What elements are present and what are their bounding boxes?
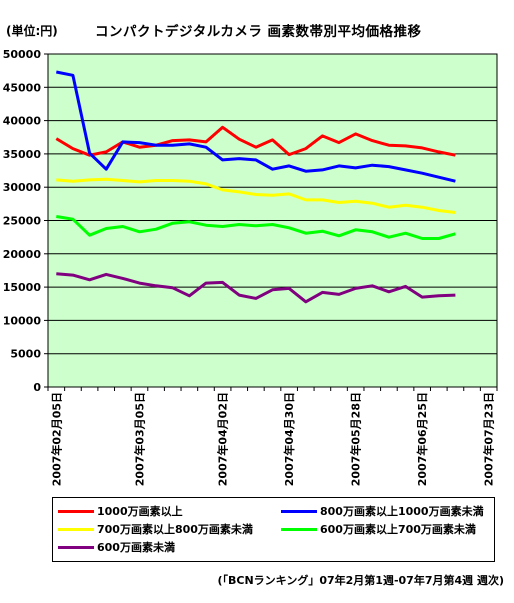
legend: 1000万画素以上 800万画素以上1000万画素未満 700万画素以上800万… bbox=[52, 497, 495, 562]
x-tick-label: 2007年07月23日 bbox=[482, 392, 496, 486]
y-tick-label: 45000 bbox=[3, 81, 42, 94]
legend-label: 600万画素未満 bbox=[97, 541, 175, 554]
legend-label: 700万画素以上800万画素未満 bbox=[97, 523, 253, 536]
chart-title: コンパクトデジタルカメラ 画素数帯別平均価格推移 bbox=[95, 24, 422, 40]
legend-swatch bbox=[281, 509, 317, 513]
legend-swatch bbox=[58, 509, 94, 513]
x-tick-label: 2007年04月30日 bbox=[282, 392, 296, 486]
series-line bbox=[56, 272, 456, 304]
legend-label: 1000万画素以上 bbox=[97, 505, 183, 518]
x-tick-label: 2007年05月28日 bbox=[349, 392, 363, 486]
legend-item-1000-plus: 1000万画素以上 bbox=[58, 503, 183, 519]
y-tick-label: 10000 bbox=[3, 314, 42, 327]
y-tick-label: 30000 bbox=[3, 181, 42, 194]
y-tick-label: 40000 bbox=[3, 115, 42, 128]
legend-swatch bbox=[58, 527, 94, 531]
y-tick-label: 25000 bbox=[3, 215, 42, 228]
series-line bbox=[56, 70, 456, 183]
x-tick-label: 2007年04月02日 bbox=[216, 392, 230, 486]
x-tick-label: 2007年02月05日 bbox=[49, 392, 63, 486]
legend-swatch bbox=[58, 545, 94, 549]
y-tick-label: 15000 bbox=[3, 281, 42, 294]
series-line bbox=[56, 177, 456, 214]
legend-item-800-1000: 800万画素以上1000万画素未満 bbox=[281, 503, 484, 519]
legend-item-700-800: 700万画素以上800万画素未満 bbox=[58, 521, 253, 537]
line-chart: 0 5000 10000 15000 20000 25000 30000 35000 40000… bbox=[3, 48, 498, 486]
legend-item-600-700: 600万画素以上700万画素未満 bbox=[281, 521, 476, 537]
legend-label: 800万画素以上1000万画素未満 bbox=[320, 505, 484, 518]
source-note: (「BCNランキング」07年2月第1週-07年7月第4週 週次) bbox=[217, 574, 504, 587]
x-tick-label: 2007年06月25日 bbox=[415, 392, 429, 486]
y-tick-label: 5000 bbox=[10, 348, 41, 361]
x-tick-label: 2007年03月05日 bbox=[132, 392, 146, 486]
y-tick-label: 0 bbox=[33, 381, 41, 394]
y-tick-label: 20000 bbox=[3, 248, 42, 261]
unit-label: (単位:円) bbox=[6, 24, 58, 38]
y-tick-label: 50000 bbox=[3, 48, 42, 61]
legend-label: 600万画素以上700万画素未満 bbox=[320, 523, 476, 536]
series-line bbox=[56, 215, 456, 240]
y-tick-label: 35000 bbox=[3, 148, 42, 161]
legend-swatch bbox=[281, 527, 317, 531]
legend-item-under-600: 600万画素未満 bbox=[58, 539, 175, 555]
